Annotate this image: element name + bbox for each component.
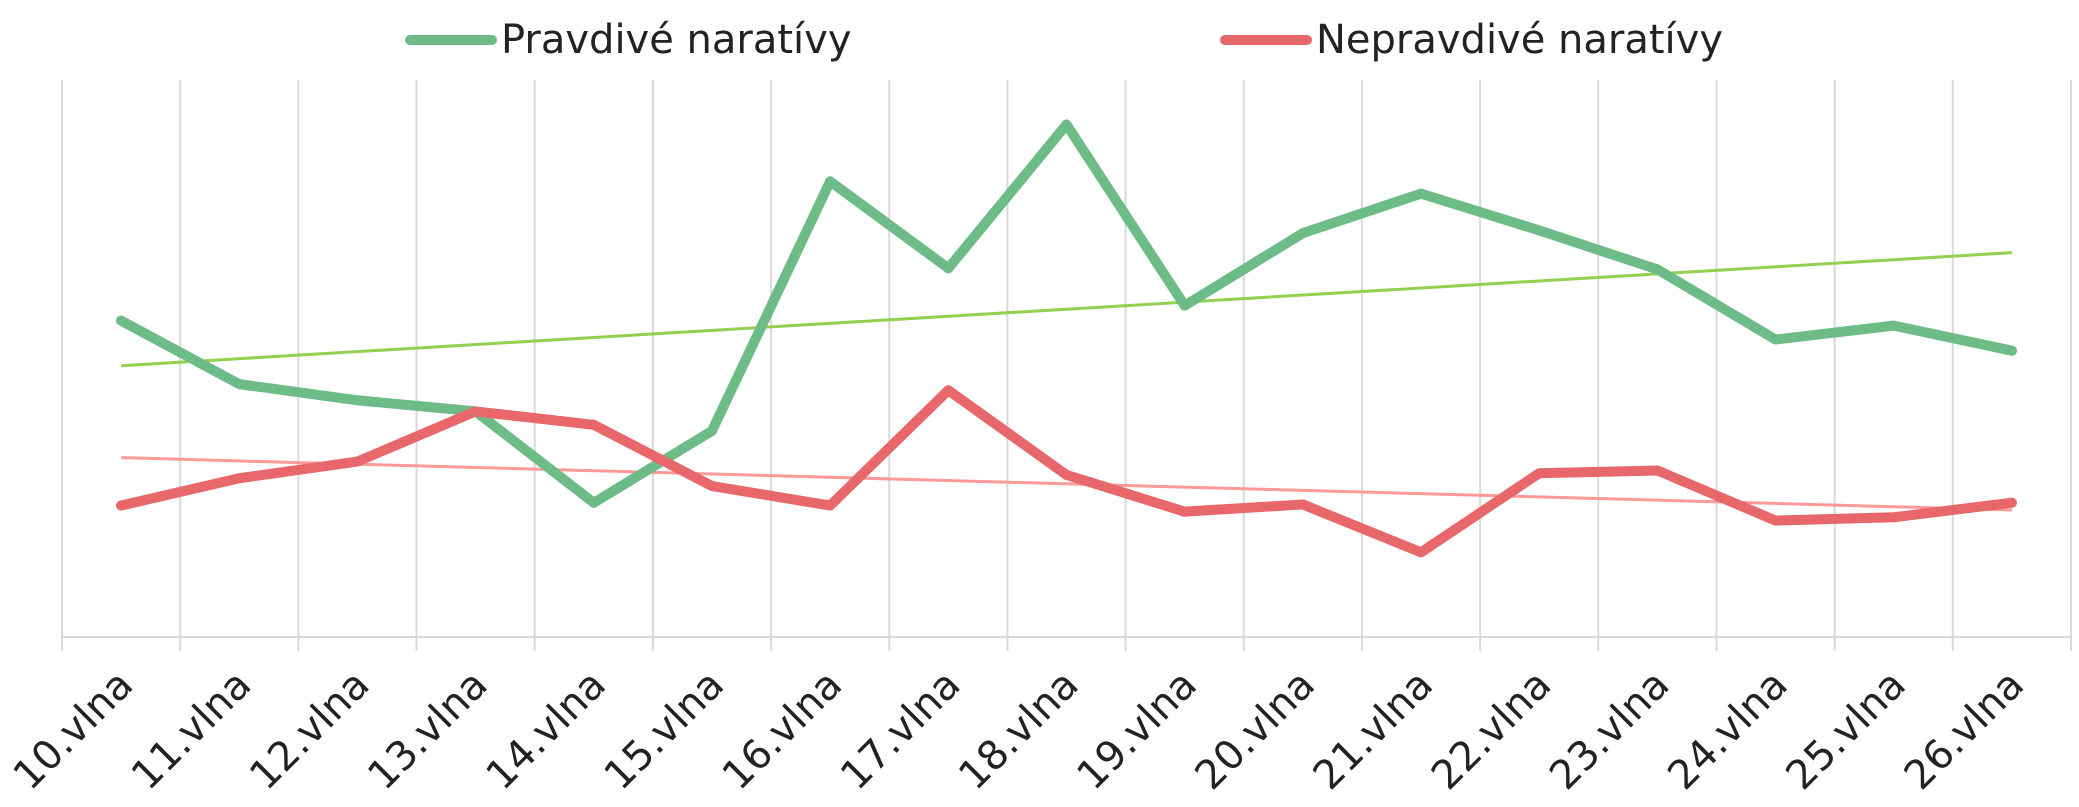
data-point-pravdive-narativy xyxy=(1297,228,1308,239)
trendline-nepravdive-narativy xyxy=(121,456,2012,512)
legend-label-nepravdive: Nepravdivé naratívy xyxy=(1316,17,1724,63)
data-point-pravdive-narativy xyxy=(1416,188,1427,199)
data-point-nepravdive-narativy xyxy=(1652,465,1663,476)
trendline-pravdive-narativy xyxy=(120,251,2013,368)
data-point-pravdive-narativy xyxy=(588,497,599,508)
data-point-pravdive-narativy xyxy=(943,263,954,274)
legend-label-pravdive: Pravdivé naratívy xyxy=(501,17,852,63)
x-tick-label: 14.vlna xyxy=(477,662,614,799)
data-point-pravdive-narativy xyxy=(706,425,717,436)
x-tick-label: 22.vlna xyxy=(1423,662,1560,799)
data-point-pravdive-narativy xyxy=(2006,345,2017,356)
x-tick-label: 19.vlna xyxy=(1068,662,1205,799)
data-point-nepravdive-narativy xyxy=(1416,547,1427,558)
x-tick-label: 11.vlna xyxy=(123,662,260,799)
data-point-nepravdive-narativy xyxy=(1770,515,1781,526)
x-tick-label: 25.vlna xyxy=(1777,662,1914,799)
data-point-nepravdive-narativy xyxy=(116,500,127,511)
data-point-nepravdive-narativy xyxy=(1888,512,1899,523)
series-lines xyxy=(116,119,2017,558)
vertical-gridlines xyxy=(61,80,2072,637)
legend-swatch-nepravdive xyxy=(1220,35,1312,45)
data-point-nepravdive-narativy xyxy=(1179,506,1190,517)
chart-legend: Pravdivé naratívy Nepravdivé naratívy xyxy=(0,10,2079,70)
data-point-pravdive-narativy xyxy=(1770,334,1781,345)
data-point-nepravdive-narativy xyxy=(706,481,717,492)
x-tick-label: 16.vlna xyxy=(714,662,851,799)
legend-item-nepravdive: Nepravdivé naratívy xyxy=(1220,10,1723,70)
data-point-nepravdive-narativy xyxy=(1297,499,1308,510)
data-points xyxy=(116,119,2017,558)
trendlines xyxy=(120,251,2013,512)
data-point-nepravdive-narativy xyxy=(825,500,836,511)
data-point-pravdive-narativy xyxy=(825,176,836,187)
x-axis-tick-labels: 10.vlna11.vlna12.vlna13.vlna14.vlna15.vl… xyxy=(5,662,2033,799)
data-point-nepravdive-narativy xyxy=(2006,497,2017,508)
data-point-pravdive-narativy xyxy=(1652,264,1663,275)
legend-swatch-pravdive xyxy=(405,35,497,45)
x-tick-label: 26.vlna xyxy=(1896,662,2033,799)
data-point-pravdive-narativy xyxy=(234,379,245,390)
data-point-nepravdive-narativy xyxy=(470,406,481,417)
x-tick-label: 23.vlna xyxy=(1541,662,1678,799)
data-point-nepravdive-narativy xyxy=(352,456,363,467)
x-tick-label: 12.vlna xyxy=(241,662,378,799)
x-tick-label: 13.vlna xyxy=(359,662,496,799)
data-point-nepravdive-narativy xyxy=(1061,469,1072,480)
x-tick-label: 20.vlna xyxy=(1187,662,1324,799)
x-tick-label: 18.vlna xyxy=(950,662,1087,799)
data-point-pravdive-narativy xyxy=(1534,225,1545,236)
data-point-pravdive-narativy xyxy=(1179,300,1190,311)
data-point-pravdive-narativy xyxy=(352,395,363,406)
x-axis-ticks xyxy=(61,637,2072,651)
x-tick-label: 17.vlna xyxy=(832,662,969,799)
x-tick-label: 15.vlna xyxy=(596,662,733,799)
data-point-nepravdive-narativy xyxy=(234,473,245,484)
data-point-nepravdive-narativy xyxy=(1534,468,1545,479)
x-tick-label: 21.vlna xyxy=(1305,662,1442,799)
x-tick-label: 24.vlna xyxy=(1659,662,1796,799)
data-point-pravdive-narativy xyxy=(116,315,127,326)
data-point-nepravdive-narativy xyxy=(588,419,599,430)
legend-item-pravdive: Pravdivé naratívy xyxy=(405,10,852,70)
data-point-pravdive-narativy xyxy=(1061,119,1072,130)
data-point-nepravdive-narativy xyxy=(943,385,954,396)
data-point-pravdive-narativy xyxy=(1888,320,1899,331)
x-tick-label: 10.vlna xyxy=(5,662,142,799)
